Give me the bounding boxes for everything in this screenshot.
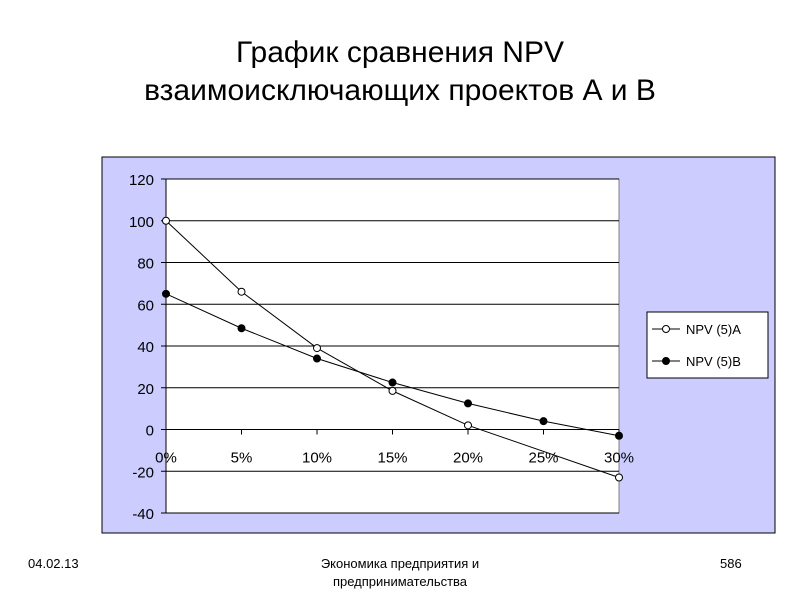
x-tick-label: 15% xyxy=(377,450,407,467)
data-point xyxy=(615,473,623,482)
y-tick-label: 120 xyxy=(129,172,154,189)
data-point xyxy=(388,378,397,387)
data-point xyxy=(539,417,548,426)
x-axis-tick-labels: 0% 5% 10% 15% 20% 25% 30% xyxy=(155,450,634,467)
series-line-0 xyxy=(165,220,620,478)
slide-title-line2: взаимоисключающих проектов А и В xyxy=(144,74,656,107)
x-tick-label: 25% xyxy=(528,450,558,467)
footer-course-title: Экономика предприятия и предпринимательс… xyxy=(250,555,550,591)
footer-course-title-line1: Экономика предприятия и xyxy=(320,556,480,571)
legend: NPV (5)A NPV (5)B xyxy=(646,311,769,379)
data-point xyxy=(162,289,170,298)
data-point xyxy=(237,287,246,296)
y-tick-label: 100 xyxy=(129,214,154,231)
data-point xyxy=(313,344,321,353)
x-tick-label: 5% xyxy=(231,450,253,467)
x-tick-label: 10% xyxy=(302,450,332,467)
y-tick-label: 80 xyxy=(137,256,154,273)
y-tick-label: 20 xyxy=(137,381,154,398)
legend-label-b: NPV (5)B xyxy=(686,354,741,369)
y-tick-label: 60 xyxy=(137,297,154,314)
data-point xyxy=(615,431,623,440)
slide-title: График сравнения NPV взаимоисключающих п… xyxy=(0,34,800,110)
legend-box xyxy=(646,311,769,379)
legend-marker-a xyxy=(662,325,670,333)
footer-date: 04.02.13 xyxy=(28,556,79,571)
legend-label-a: NPV (5)A xyxy=(686,322,741,337)
gridlines xyxy=(161,178,620,514)
series-markers xyxy=(162,216,623,482)
legend-marker-b xyxy=(662,357,670,365)
x-tick-label: 0% xyxy=(155,450,177,467)
data-point xyxy=(388,386,397,395)
footer-course-title-line2: предпринимательства xyxy=(332,574,468,589)
x-tick-label: 20% xyxy=(453,450,483,467)
y-axis-tick-labels: 120 100 80 60 40 20 0 -20 -40 xyxy=(129,172,154,523)
y-tick-label: 0 xyxy=(146,423,154,440)
data-point xyxy=(162,216,170,225)
y-tick-label: -20 xyxy=(132,464,154,481)
data-point xyxy=(464,399,472,408)
footer-page-number: 586 xyxy=(720,556,742,571)
data-point xyxy=(464,421,472,430)
y-tick-label: 40 xyxy=(137,339,154,356)
data-point xyxy=(237,324,246,333)
y-tick-label: -40 xyxy=(132,506,154,523)
slide-title-line1: График сравнения NPV xyxy=(236,36,564,69)
data-point xyxy=(313,354,321,363)
x-tick-label: 30% xyxy=(604,450,634,467)
